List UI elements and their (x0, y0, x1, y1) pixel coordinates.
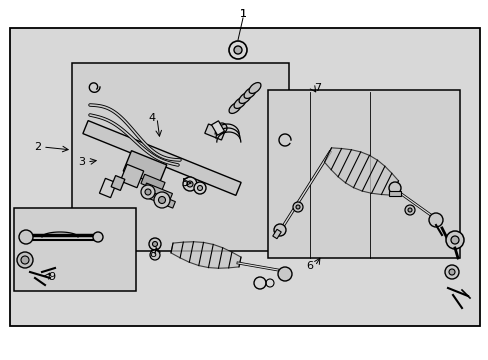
Circle shape (428, 213, 442, 227)
Text: 6: 6 (306, 261, 313, 271)
Bar (267, 90, 459, 258)
Circle shape (197, 185, 202, 190)
Circle shape (145, 189, 151, 195)
Circle shape (141, 185, 155, 199)
Circle shape (158, 197, 165, 203)
Polygon shape (324, 148, 398, 195)
Circle shape (295, 205, 299, 209)
Text: 3: 3 (79, 157, 85, 167)
Text: 8: 8 (149, 249, 156, 259)
Circle shape (228, 41, 246, 59)
Circle shape (17, 252, 33, 268)
Circle shape (152, 242, 157, 247)
Polygon shape (211, 121, 224, 135)
Circle shape (450, 236, 458, 244)
Circle shape (19, 230, 33, 244)
Ellipse shape (239, 93, 250, 103)
Polygon shape (171, 242, 241, 268)
Circle shape (273, 224, 285, 236)
Polygon shape (143, 183, 172, 201)
Circle shape (388, 182, 400, 194)
Polygon shape (388, 190, 400, 195)
Ellipse shape (244, 87, 255, 98)
Polygon shape (99, 178, 116, 198)
Circle shape (278, 267, 291, 281)
Polygon shape (123, 151, 166, 185)
Circle shape (234, 46, 242, 54)
Circle shape (150, 250, 160, 260)
Bar (14, 208, 136, 291)
Polygon shape (148, 192, 175, 208)
Text: 1: 1 (239, 9, 246, 19)
Polygon shape (82, 121, 241, 195)
Polygon shape (204, 124, 225, 140)
Ellipse shape (248, 82, 261, 94)
Polygon shape (272, 229, 281, 239)
Polygon shape (120, 164, 143, 188)
Ellipse shape (234, 98, 245, 108)
Circle shape (186, 181, 193, 187)
Circle shape (444, 265, 458, 279)
Text: 7: 7 (314, 83, 321, 93)
Circle shape (407, 208, 411, 212)
Circle shape (93, 232, 103, 242)
Circle shape (448, 269, 454, 275)
Polygon shape (141, 174, 165, 192)
Circle shape (292, 202, 303, 212)
Ellipse shape (228, 103, 241, 113)
Circle shape (154, 192, 170, 208)
Text: 5: 5 (181, 178, 188, 188)
Circle shape (404, 205, 414, 215)
Text: 2: 2 (34, 142, 41, 152)
Bar (10, 28, 479, 326)
Circle shape (183, 177, 197, 191)
Circle shape (149, 238, 161, 250)
Circle shape (445, 231, 463, 249)
Text: 4: 4 (148, 113, 155, 123)
Circle shape (21, 256, 29, 264)
Circle shape (217, 123, 226, 133)
Text: 1: 1 (239, 9, 246, 19)
Text: 9: 9 (48, 272, 56, 282)
Polygon shape (111, 176, 124, 190)
Bar (72, 63, 288, 251)
Circle shape (194, 182, 205, 194)
